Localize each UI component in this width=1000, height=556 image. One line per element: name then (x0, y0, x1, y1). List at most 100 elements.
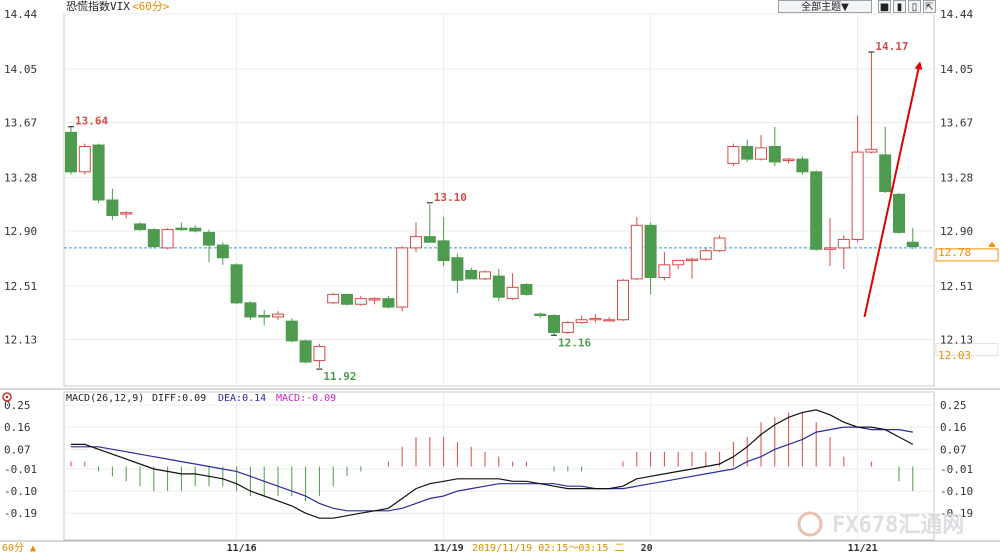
main-plot-frame (63, 13, 935, 387)
macd-settings-icon (2, 392, 12, 402)
candle (686, 257, 698, 279)
candle (617, 278, 629, 322)
candle-body (106, 199, 119, 216)
macd-diff-legend: DIFF:0.09 (152, 393, 206, 404)
candle (768, 126, 781, 167)
candle (272, 311, 284, 320)
candle-body (382, 298, 395, 308)
period-selector[interactable]: 60分 ▲ (2, 542, 36, 554)
candle-body (617, 279, 629, 321)
candle (824, 218, 836, 267)
candle-body (216, 244, 229, 259)
candle-body (575, 319, 588, 324)
lock-icon[interactable]: ■ (878, 0, 891, 13)
candle (410, 222, 422, 253)
candle-body (727, 145, 740, 164)
candle (354, 295, 367, 306)
candle (672, 260, 685, 270)
candle (851, 115, 864, 243)
candle-body (92, 144, 105, 201)
candle-body (851, 151, 864, 240)
macd-params: MACD(26,12,9) (66, 393, 144, 404)
candle (699, 247, 712, 261)
candle (741, 139, 754, 162)
candle (865, 52, 878, 154)
candle (727, 143, 740, 167)
main-y-tick-left: 12.51 (4, 280, 37, 293)
candle (258, 309, 271, 326)
candle (106, 188, 119, 220)
candle-body (437, 240, 450, 262)
candle-body (644, 224, 657, 278)
candle (575, 315, 588, 324)
macd-y-tick-right: 0.07 (940, 443, 967, 456)
candle (147, 228, 160, 248)
candle-body (561, 322, 574, 333)
candle-body (368, 298, 381, 301)
candle (285, 318, 298, 343)
dea-line (71, 426, 913, 512)
candle (520, 283, 533, 296)
main-y-tick-right: 13.67 (940, 116, 973, 129)
candle-body (741, 145, 754, 160)
candle-body (78, 145, 91, 173)
candle-body (755, 147, 767, 160)
candle-body (906, 241, 919, 247)
macd-y-tick-right: 0.16 (940, 421, 967, 434)
candle-body (506, 286, 519, 300)
price-annotation: 13.10 (434, 191, 467, 204)
expand-icon[interactable]: ⇱ (923, 0, 936, 13)
extra-price-box (935, 343, 999, 357)
candle (658, 252, 671, 281)
candle (203, 229, 215, 262)
main-y-tick-left: 14.05 (4, 63, 37, 76)
candle-icon[interactable]: ▯ (908, 0, 921, 13)
last-price-box (935, 248, 999, 262)
candle (561, 321, 574, 334)
candle (810, 170, 823, 251)
topic-dropdown-button[interactable]: 全部主题▼ (778, 0, 872, 13)
candle (65, 126, 77, 175)
candle (479, 270, 491, 281)
candle (534, 312, 547, 319)
last-price-label: 12.78 (938, 246, 971, 259)
macd-y-tick-right: -0.19 (940, 507, 973, 520)
macd-y-tick-left: 0.07 (4, 443, 31, 456)
candle (368, 297, 381, 305)
candle (548, 314, 560, 336)
macd-y-tick-left: 0.16 (4, 421, 31, 434)
candle (189, 225, 202, 233)
candle (451, 253, 464, 293)
candle-body (796, 158, 809, 173)
candle (175, 222, 188, 231)
macd-y-tick-right: -0.10 (940, 485, 973, 498)
candle-body (837, 238, 850, 249)
macd-y-tick-right: -0.01 (940, 463, 973, 476)
candle-body (354, 298, 367, 305)
candle-body (299, 340, 312, 363)
main-y-tick-right: 12.51 (940, 280, 973, 293)
bar-chart-icon[interactable]: ▮ (893, 0, 906, 13)
chart-title: 恐慌指数VIX (66, 0, 130, 13)
right-extra-label: 12.03 (938, 349, 971, 362)
price-annotation: 13.64 (75, 115, 108, 128)
candle (906, 228, 919, 250)
main-y-tick-left: 13.67 (4, 116, 37, 129)
candle-body (699, 250, 712, 260)
candle-body (534, 313, 547, 317)
candle (396, 246, 409, 312)
candle-body (465, 269, 478, 280)
period-label: <60分> (132, 0, 170, 13)
candle-body (865, 148, 878, 153)
x-date-label: 11/21 (848, 543, 878, 552)
candle-body (423, 236, 436, 243)
candle-body (686, 258, 698, 262)
candle (134, 222, 146, 231)
candle-body (244, 302, 257, 318)
candle-body (548, 315, 560, 333)
candle (313, 343, 326, 368)
candle-body (175, 227, 188, 231)
candle-body (768, 145, 781, 163)
candle-body (161, 229, 174, 249)
